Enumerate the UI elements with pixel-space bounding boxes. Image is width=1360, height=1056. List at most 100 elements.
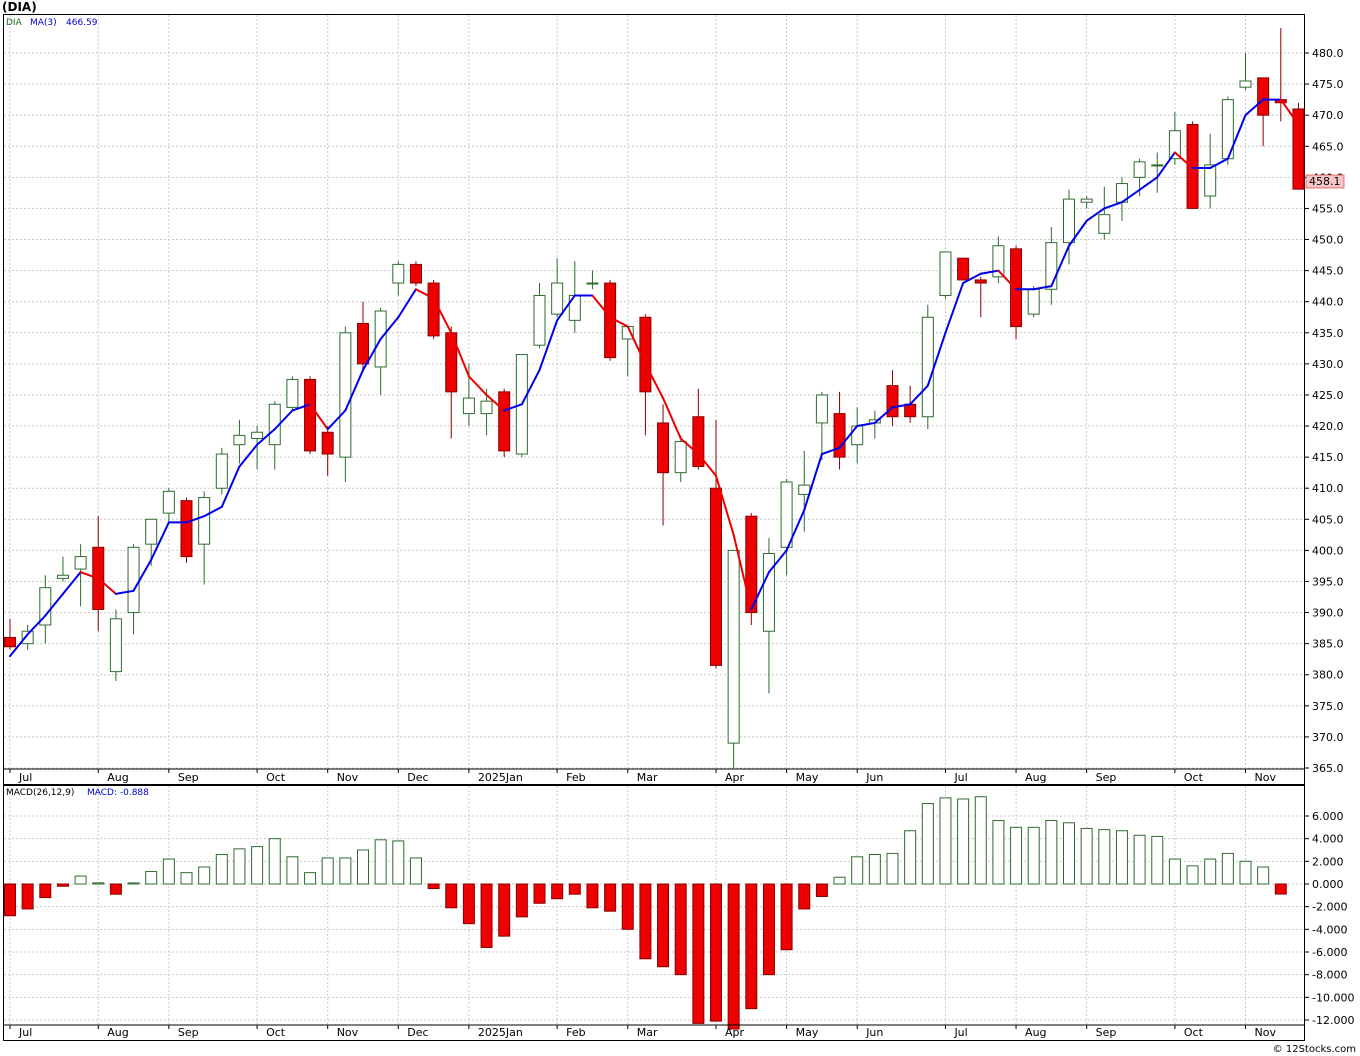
ma-segment: [538, 319, 559, 372]
ma-segment: [273, 409, 294, 431]
price-month-label: 2025Jan: [478, 771, 523, 784]
macd-grid: [4, 786, 1304, 1024]
ma-segment: [767, 549, 788, 574]
candle-up: [392, 263, 405, 284]
price-tick-label: 420.0: [1312, 420, 1344, 433]
candle-up: [851, 425, 864, 446]
macd-bar-positive: [1133, 834, 1146, 885]
candle-down: [1186, 124, 1199, 209]
price-month-label: Feb: [566, 771, 585, 784]
candle-down: [692, 416, 705, 467]
macd-bar-negative: [604, 883, 617, 912]
macd-bar-positive: [1168, 858, 1181, 885]
candle-down: [304, 378, 317, 452]
candle-up: [780, 481, 793, 548]
candle-down: [833, 413, 846, 458]
price-tick-label: 450.0: [1312, 234, 1344, 247]
macd-bar-positive: [1257, 866, 1270, 885]
macd-month-label: Sep: [178, 1026, 199, 1039]
macd-bar-negative: [798, 883, 811, 910]
ma-segment: [1279, 98, 1300, 126]
macd-bar-positive: [233, 848, 246, 885]
macd-bar-positive: [1027, 826, 1040, 885]
price-tick-label: 395.0: [1312, 575, 1344, 588]
macd-month-label: Feb: [566, 1026, 585, 1039]
macd-bar-negative: [639, 883, 652, 960]
candlestick-series: [4, 28, 1305, 768]
macd-month-label: Mar: [637, 1026, 658, 1039]
ma-segment: [644, 362, 665, 400]
ma-segment: [9, 633, 29, 658]
ma-segment: [256, 428, 276, 446]
macd-bar-positive: [339, 857, 352, 885]
ma-segment: [979, 269, 1000, 275]
macd-tick-label: 0.000: [1312, 878, 1344, 891]
candle-up: [109, 618, 122, 673]
candle-down: [974, 279, 987, 284]
price-month-label: Jul: [953, 771, 967, 784]
price-grid: [4, 15, 1304, 769]
price-tick-label: 465.0: [1312, 140, 1344, 153]
macd-tick-label: -12.000: [1312, 1014, 1354, 1027]
macd-bar-positive: [392, 840, 405, 885]
price-tick-label: 390.0: [1312, 607, 1344, 620]
macd-bar-positive: [886, 852, 899, 885]
macd-month-label: Jun: [865, 1026, 883, 1039]
candle-up: [251, 431, 264, 439]
macd-tick-label: -6.000: [1312, 946, 1347, 959]
candle-up: [1027, 288, 1040, 315]
macd-bar-negative: [480, 883, 493, 948]
candle-down: [357, 322, 369, 365]
macd-bar-positive: [180, 872, 193, 885]
chart-title: (DIA): [2, 0, 37, 14]
ma-segment: [61, 571, 82, 595]
price-tick-label: 480.0: [1312, 47, 1344, 60]
price-month-label: Oct: [266, 771, 286, 784]
macd-bar-positive: [1204, 858, 1217, 885]
candle-up: [1063, 198, 1075, 244]
price-month-axis: Jul Aug Sep Oct Nov Dec 2025Jan Feb Mar Apr May Jun…: [4, 768, 1304, 784]
macd-bar-negative: [762, 883, 775, 976]
candle-down: [498, 391, 511, 452]
macd-bar-positive: [374, 839, 387, 885]
macd-bar-positive: [939, 797, 952, 885]
price-tick-label: 430.0: [1312, 358, 1344, 371]
ma-segment: [1156, 151, 1176, 179]
macd-bar-positive: [268, 838, 281, 885]
ma-segment: [1226, 114, 1247, 160]
macd-bar-positive: [1221, 852, 1234, 885]
macd-value-label: MACD: -0.888: [87, 788, 149, 798]
candle-up: [586, 282, 599, 285]
macd-bar-positive: [162, 858, 175, 885]
candle-up: [939, 251, 952, 296]
macd-bar-negative: [109, 883, 122, 895]
candle-up: [762, 553, 775, 632]
macd-bar-positive: [409, 857, 422, 885]
macd-month-label: Jul: [18, 1026, 32, 1039]
macd-bar-positive: [957, 798, 970, 885]
candle-up: [921, 316, 934, 418]
ma-segment: [1085, 207, 1106, 222]
price-tick-label: 380.0: [1312, 669, 1344, 682]
candle-up: [56, 574, 69, 579]
macd-tick-label: 2.000: [1312, 855, 1344, 868]
macd-bar-positive: [1239, 860, 1252, 885]
macd-month-label: Oct: [266, 1026, 286, 1039]
ma-segment: [1138, 176, 1159, 191]
ma-segment: [397, 288, 417, 319]
macd-tick-label: -2.000: [1312, 901, 1347, 914]
macd-tick-label: -4.000: [1312, 923, 1347, 936]
price-month-label: Dec: [407, 771, 428, 784]
price-month-label: Nov: [337, 771, 359, 784]
price-tick-label: 410.0: [1312, 482, 1344, 495]
macd-bar-positive: [904, 830, 917, 885]
macd-bar-positive: [1045, 820, 1058, 885]
macd-bar-negative: [21, 883, 34, 910]
price-month-label: Sep: [178, 771, 199, 784]
candle-up: [1098, 214, 1111, 234]
macd-bar-negative: [551, 883, 564, 900]
candle-up: [480, 400, 493, 415]
candle-down: [1257, 77, 1270, 116]
candle-down: [180, 500, 193, 558]
ma-segment: [1050, 244, 1070, 288]
